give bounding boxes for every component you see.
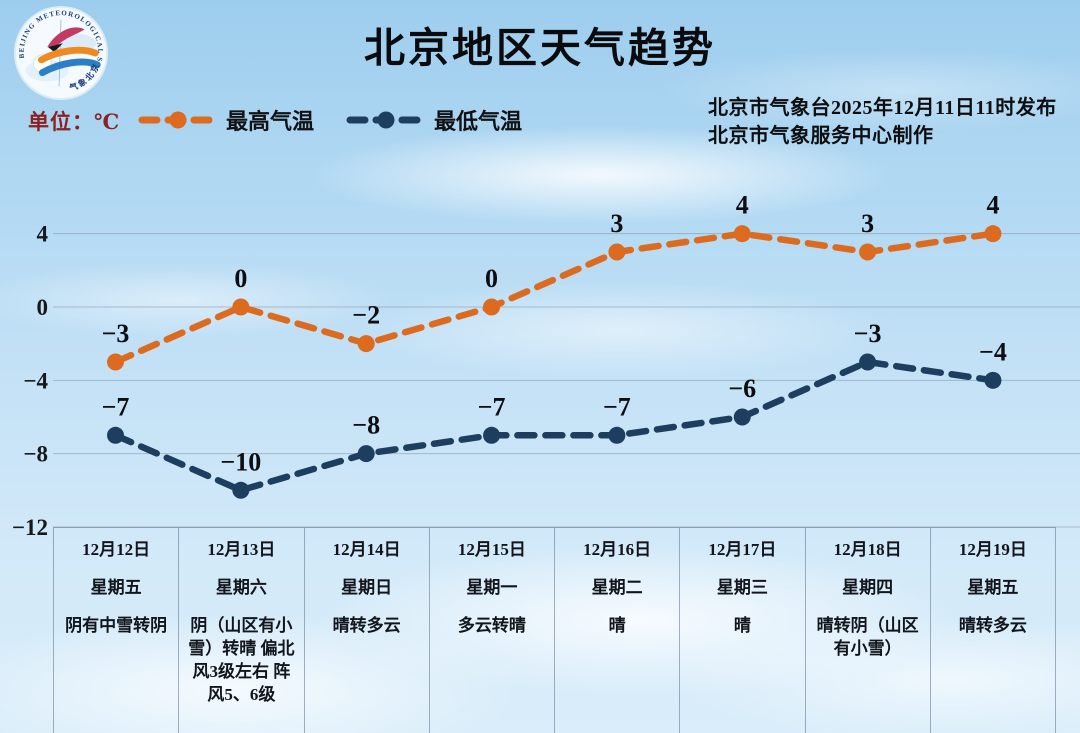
data-label: −7: [478, 392, 506, 421]
forecast-day-column: 12月19日 星期五晴转多云: [929, 528, 1055, 733]
forecast-weather: 晴: [733, 615, 751, 635]
logo-blue-band: [38, 58, 101, 77]
y-axis-label: 4: [37, 222, 49, 247]
data-label: −3: [854, 319, 882, 348]
y-axis-label: −12: [12, 515, 48, 540]
forecast-day-column: 12月18日 星期四晴转阴（山区有小雪）: [804, 528, 930, 733]
low-temp-line: [112, 358, 997, 494]
legend: 最高气温 最低气温: [138, 104, 522, 136]
data-point: [733, 225, 751, 243]
forecast-date: 12月17日: [708, 540, 777, 559]
logo-orange-band: [37, 46, 99, 64]
forecast-date: 12月12日: [82, 540, 151, 559]
forecast-weather: 晴转多云: [958, 615, 1027, 635]
forecast-weather: 多云转晴: [457, 615, 526, 635]
forecast-day-column: 12月13日 星期六阴（山区有小雪）转晴 偏北风3级左右 阵风5、6级: [178, 528, 303, 733]
forecast-day-column: 12月17日 星期三晴: [679, 528, 804, 733]
data-label: −8: [352, 411, 380, 440]
legend-item-low: 最低气温: [346, 104, 522, 136]
legend-item-high: 最高气温: [138, 104, 314, 136]
agency-logo-icon: BEIJING METEOROLOGICAL SERVICE 气象北京: [12, 4, 109, 101]
forecast-date: 12月18日: [833, 540, 902, 559]
legend-label-low: 最低气温: [434, 109, 523, 134]
data-label: −7: [603, 392, 631, 421]
forecast-weekday: 星期四: [842, 577, 894, 597]
logo-bird-swoosh: [47, 27, 85, 49]
forecast-weather: 阴有中雪转阴: [65, 615, 168, 635]
forecast-table: 12月12日 星期五 阴有中雪转阴 12月13日 星期六 阴（山区有小雪）转晴 偏北风3级…: [53, 527, 1056, 733]
forecast-weekday: 星期五: [967, 577, 1019, 597]
forecast-date: 12月13日: [207, 540, 276, 559]
forecast-date: 12月16日: [583, 540, 652, 559]
data-point: [232, 298, 250, 316]
forecast-date: 12月14日: [332, 540, 401, 559]
forecast-weather: 晴: [608, 615, 626, 635]
data-point: [357, 335, 375, 353]
forecast-day-column: 12月16日 星期二晴: [554, 528, 679, 733]
data-label: −10: [220, 447, 261, 476]
publish-line-2: 北京市气象服务中心制作: [708, 125, 934, 147]
forecast-weekday: 星期一: [466, 577, 518, 597]
data-point: [608, 243, 626, 261]
data-point: [483, 298, 501, 316]
y-axis-label: −4: [23, 368, 48, 393]
unit-label: 单位：℃: [28, 110, 121, 134]
data-label: 0: [234, 264, 247, 293]
data-point: [859, 243, 877, 261]
low-temp-line-marker-icon: [346, 111, 426, 129]
data-point: [859, 353, 877, 371]
forecast-date: 12月15日: [457, 540, 526, 559]
forecast-day-column: 12月12日 星期五阴有中雪转阴: [53, 528, 178, 733]
forecast-weekday: 星期五: [90, 577, 142, 597]
publish-info: 北京市气象台2025年12月11日11时发布 北京市气象服务中心制作: [708, 94, 1057, 150]
data-label: −6: [728, 374, 756, 403]
forecast-weather: 晴转多云: [332, 615, 401, 635]
data-point: [107, 353, 124, 371]
data-label: 4: [736, 191, 749, 220]
forecast-weekday: 星期六: [215, 577, 267, 597]
y-axis-label: 0: [37, 295, 49, 320]
publish-line-1: 北京市气象台2025年12月11日11时发布: [708, 97, 1057, 119]
high-temp-line: [112, 230, 997, 366]
forecast-day-column: 12月14日 星期日晴转多云: [303, 528, 429, 733]
data-point: [232, 481, 250, 499]
data-label: 0: [485, 264, 498, 293]
forecast-weather: 晴转阴（山区有小雪）: [816, 615, 919, 658]
data-label: −4: [979, 337, 1007, 366]
data-label: −7: [102, 392, 130, 421]
data-label: −3: [102, 319, 130, 348]
forecast-weekday: 星期日: [341, 577, 393, 597]
data-label: −2: [352, 301, 380, 330]
data-point: [107, 426, 124, 444]
data-point: [608, 426, 626, 444]
high-temp-line-marker-icon: [138, 111, 218, 129]
page-title: 北京地区天气趋势: [364, 25, 716, 71]
data-point: [984, 225, 1002, 243]
forecast-date: 12月19日: [958, 540, 1027, 559]
forecast-weather: 阴（山区有小雪）转晴 偏北风3级左右 阵风5、6级: [188, 615, 295, 704]
data-label: 4: [986, 191, 999, 220]
data-point: [984, 371, 1002, 389]
legend-label-high: 最高气温: [226, 109, 315, 134]
data-label: 3: [861, 209, 874, 238]
data-point: [357, 445, 375, 463]
forecast-weekday: 星期二: [591, 577, 643, 597]
data-point: [483, 426, 501, 444]
data-point: [733, 408, 751, 426]
y-axis-label: −8: [23, 442, 48, 467]
data-label: 3: [610, 209, 623, 238]
forecast-weekday: 星期三: [716, 577, 768, 597]
forecast-day-column: 12月15日 星期一多云转晴: [428, 528, 554, 733]
